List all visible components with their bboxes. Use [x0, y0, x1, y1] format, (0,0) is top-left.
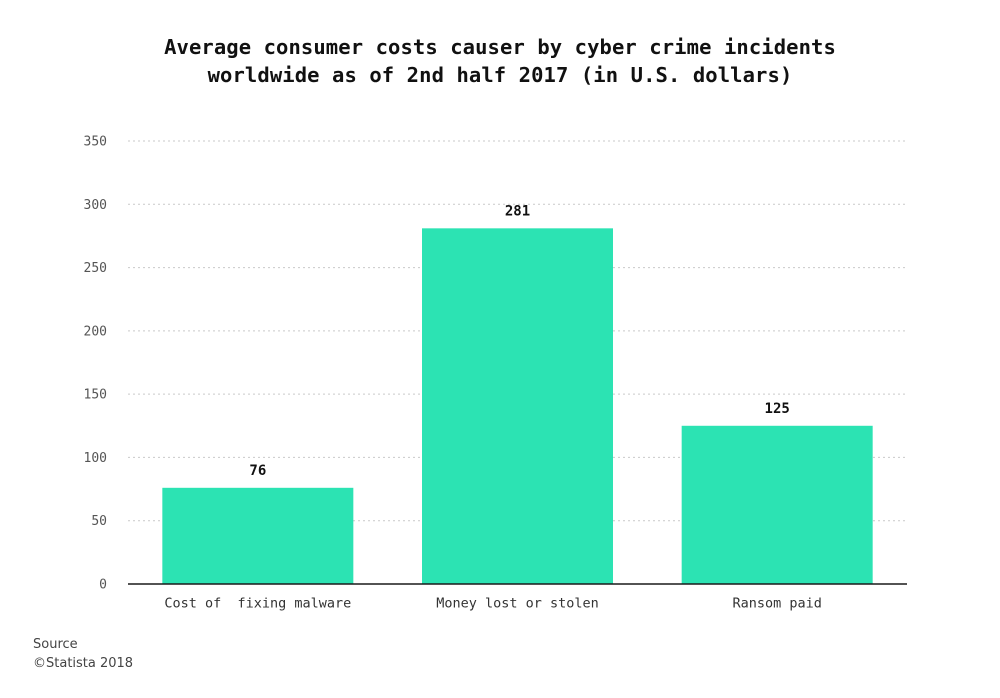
chart-title: Average consumer costs causer by cyber c…	[0, 33, 1000, 89]
y-tick-label-100: 100	[84, 451, 107, 466]
chart-title-line-2: worldwide as of 2nd half 2017 (in U.S. d…	[207, 63, 793, 87]
x-tick-label-0: Cost of fixing malware	[164, 596, 351, 612]
chart-footer: Source ©Statista 2018	[33, 635, 133, 673]
chart-title-line-1: Average consumer costs causer by cyber c…	[164, 35, 836, 59]
y-tick-label-150: 150	[84, 388, 107, 403]
copyright-label: ©Statista 2018	[33, 656, 134, 671]
y-tick-label-300: 300	[84, 198, 107, 213]
x-tick-label-2: Ransom paid	[732, 596, 821, 612]
x-tick-label-1: Money lost or stolen	[436, 596, 599, 612]
source-label: Source	[33, 637, 78, 652]
data-label-1: 281	[505, 203, 530, 219]
data-label-0: 76	[249, 463, 266, 479]
y-tick-label-200: 200	[84, 324, 107, 339]
y-tick-label-50: 50	[91, 514, 107, 529]
bar-2	[681, 425, 873, 584]
data-label-2: 125	[765, 401, 790, 417]
y-tick-label-0: 0	[99, 578, 107, 593]
y-tick-label-250: 250	[84, 261, 107, 276]
y-tick-label-350: 350	[84, 135, 107, 150]
bar-0	[162, 487, 354, 584]
bar-1	[422, 228, 613, 584]
